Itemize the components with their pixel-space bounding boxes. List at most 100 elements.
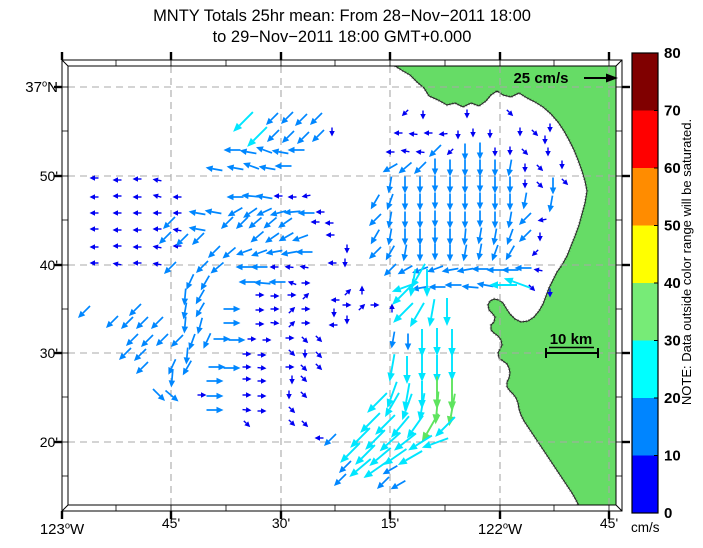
vector-shaft — [388, 465, 398, 472]
current-vector — [476, 192, 484, 210]
vector-head — [314, 435, 320, 441]
current-vector — [112, 210, 122, 216]
vector-head — [368, 218, 377, 227]
current-vector — [300, 391, 308, 399]
current-vector — [456, 267, 474, 274]
vector-head — [89, 210, 95, 216]
current-vector — [206, 406, 224, 414]
current-vector — [181, 316, 189, 334]
vector-head — [416, 238, 424, 246]
current-vector — [222, 246, 237, 259]
current-vector — [401, 176, 409, 194]
current-vector — [506, 228, 514, 245]
current-vector — [269, 209, 287, 217]
vector-head — [461, 253, 468, 262]
y-axis-tick-label: 40' — [40, 257, 58, 273]
current-vector — [342, 302, 352, 308]
current-vector — [386, 211, 393, 229]
vector-head — [470, 132, 476, 138]
current-vector — [506, 211, 513, 229]
vector-head — [386, 185, 393, 194]
vector-head — [305, 280, 311, 286]
vector-head — [286, 394, 292, 400]
vector-head — [200, 282, 208, 291]
vector-head — [246, 351, 252, 357]
vector-head — [350, 438, 360, 448]
x-axis-tick-label: 45' — [600, 515, 618, 531]
vector-head — [205, 165, 214, 172]
vector-head — [265, 236, 273, 243]
vector-shaft — [155, 316, 164, 325]
vector-head — [162, 221, 171, 230]
current-vector — [470, 128, 476, 138]
current-vector — [386, 381, 398, 409]
current-vector — [491, 211, 499, 229]
vector-shaft — [478, 227, 483, 238]
vector-head — [506, 203, 514, 211]
vector-shaft — [242, 248, 253, 254]
current-vector — [331, 308, 337, 318]
vector-head — [476, 252, 483, 261]
vector-shaft — [184, 288, 187, 299]
vector-head — [423, 130, 429, 136]
vector-head — [537, 217, 544, 223]
vector-head — [503, 277, 514, 285]
colorbar-tick-label: 70 — [664, 103, 681, 120]
vector-shaft — [388, 163, 398, 170]
vector-shaft — [152, 388, 161, 397]
current-vector — [269, 264, 279, 270]
current-vector — [133, 348, 147, 362]
vector-head — [476, 169, 484, 177]
vector-head — [446, 203, 454, 211]
current-vector — [239, 148, 257, 155]
vector-head — [201, 392, 207, 398]
vector-head — [325, 232, 331, 238]
current-vector — [518, 229, 532, 243]
current-vector — [401, 193, 409, 211]
reference-arrow-head — [606, 73, 618, 83]
current-vector — [297, 209, 315, 217]
vector-head — [280, 250, 289, 257]
vector-shaft — [528, 284, 532, 288]
current-vector — [236, 248, 253, 256]
vector-shaft — [468, 286, 479, 289]
vector-shaft — [388, 392, 400, 410]
current-vector — [518, 212, 532, 226]
vector-head — [183, 357, 191, 365]
vector-shaft — [338, 473, 347, 482]
vector-shaft — [373, 229, 380, 239]
current-vector — [461, 193, 469, 211]
vector-head — [389, 340, 396, 349]
vector-shaft — [249, 164, 260, 170]
vector-head — [441, 267, 450, 274]
vector-head — [446, 254, 454, 262]
current-vector — [284, 264, 294, 270]
vector-head — [248, 221, 256, 229]
vector-head — [77, 310, 86, 319]
vector-head — [289, 420, 296, 427]
vector-head — [188, 209, 197, 216]
current-vector — [288, 406, 296, 414]
vector-head — [417, 411, 425, 421]
current-vector — [270, 306, 280, 312]
vector-shaft — [388, 193, 394, 204]
current-vector — [476, 175, 484, 193]
vector-shaft — [171, 370, 174, 381]
vector-head — [491, 221, 499, 229]
vector-head — [204, 208, 213, 215]
current-vector — [428, 283, 446, 291]
current-vector — [89, 244, 99, 250]
current-vector — [208, 363, 226, 371]
current-vector — [491, 244, 499, 261]
current-vector — [182, 360, 192, 376]
current-vector — [505, 245, 515, 261]
vector-shaft — [183, 302, 188, 313]
vector-head — [89, 194, 95, 200]
current-vector — [415, 149, 425, 155]
current-vector — [413, 161, 427, 175]
vector-head — [132, 244, 138, 250]
current-vector — [537, 217, 547, 223]
current-vector — [393, 130, 403, 136]
current-vector — [243, 207, 258, 218]
map-frame — [54, 52, 630, 519]
